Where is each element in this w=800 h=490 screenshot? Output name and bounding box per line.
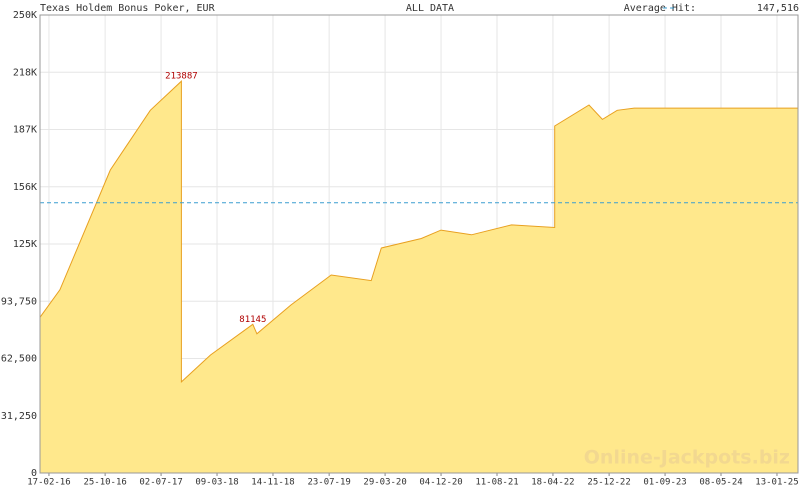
line	[39, 80, 798, 384]
y-tick-label: 125K	[13, 239, 37, 250]
y-tick-label: 93,750	[1, 296, 37, 307]
x-tick-label: 14-11-18	[251, 478, 294, 488]
average-value-label: 147,516	[757, 3, 799, 14]
x-tick-label: 18-04-22	[531, 478, 574, 488]
x-tick-label: 13-01-25	[755, 478, 798, 488]
x-tick-label: 01-09-23	[643, 478, 686, 488]
x-tick-label: 02-07-17	[139, 478, 182, 488]
x-tick-label: 08-05-24	[699, 478, 742, 488]
y-tick-label: 250K	[13, 10, 37, 21]
y-tick-label: 0	[31, 468, 37, 479]
x-tick-label: 04-12-20	[419, 478, 462, 488]
chart-title: Texas Holdem Bonus Poker, EUR	[40, 3, 216, 14]
x-tick-label: 25-12-22	[587, 478, 630, 488]
peak-label: 213887	[165, 72, 198, 82]
x-tick-label: 23-07-19	[307, 478, 350, 488]
watermark: Online-Jackpots.biz	[584, 447, 790, 469]
x-tick-label: 09-03-18	[195, 478, 238, 488]
y-tick-label: 156K	[13, 182, 37, 193]
area	[40, 81, 798, 473]
x-tick-label: 17-02-16	[27, 478, 70, 488]
plot-frame	[39, 14, 799, 474]
y-tick-label: 31,250	[1, 411, 37, 422]
x-tick-label: 11-08-21	[475, 478, 518, 488]
peak-label: 81145	[239, 315, 266, 325]
y-tick-label: 62,500	[1, 354, 37, 365]
x-tick-label: 25-10-16	[83, 478, 126, 488]
chart-subtitle: ALL DATA	[406, 3, 454, 14]
x-tick-label: 29-03-20	[363, 478, 406, 488]
average-label: Average Hit:	[624, 3, 696, 14]
y-tick-label: 187K	[13, 125, 37, 136]
y-tick-label: 218K	[13, 67, 37, 78]
